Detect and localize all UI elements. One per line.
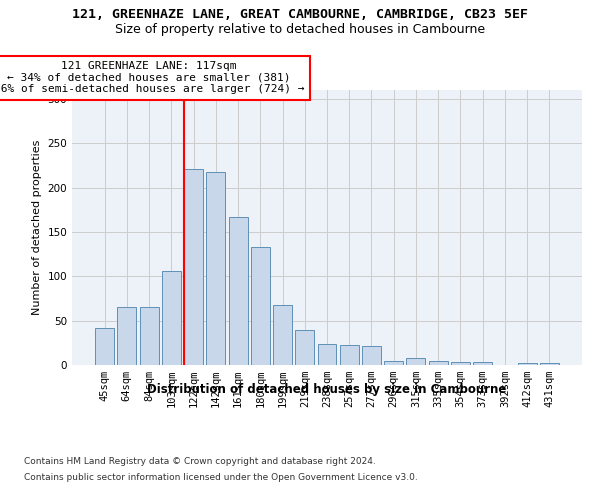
Bar (118, 308, 136, 365)
Bar (518, 363, 536, 365)
Text: Size of property relative to detached houses in Cambourne: Size of property relative to detached ho… (115, 22, 485, 36)
Bar (140, 308, 158, 365)
Text: 121 GREENHAZE LANE: 117sqm
← 34% of detached houses are smaller (381)
66% of sem: 121 GREENHAZE LANE: 117sqm ← 34% of deta… (0, 61, 304, 94)
Bar (95, 328, 114, 365)
Bar (317, 344, 337, 365)
Y-axis label: Number of detached properties: Number of detached properties (32, 140, 42, 315)
Bar (295, 330, 314, 365)
Bar (251, 247, 270, 365)
Bar (429, 362, 448, 365)
Bar (229, 217, 248, 365)
Text: Distribution of detached houses by size in Cambourne: Distribution of detached houses by size … (148, 382, 506, 396)
Bar (273, 304, 292, 365)
Text: Contains HM Land Registry data © Crown copyright and database right 2024.: Contains HM Land Registry data © Crown c… (24, 458, 376, 466)
Bar (540, 363, 559, 365)
Bar (206, 172, 225, 365)
Bar (451, 362, 470, 365)
Bar (162, 271, 181, 365)
Text: 121, GREENHAZE LANE, GREAT CAMBOURNE, CAMBRIDGE, CB23 5EF: 121, GREENHAZE LANE, GREAT CAMBOURNE, CA… (72, 8, 528, 20)
Bar (340, 344, 359, 365)
Bar (406, 358, 425, 365)
Bar (384, 360, 403, 365)
Bar (473, 362, 492, 365)
Bar (362, 346, 381, 365)
Text: Contains public sector information licensed under the Open Government Licence v3: Contains public sector information licen… (24, 472, 418, 482)
Bar (184, 169, 203, 365)
